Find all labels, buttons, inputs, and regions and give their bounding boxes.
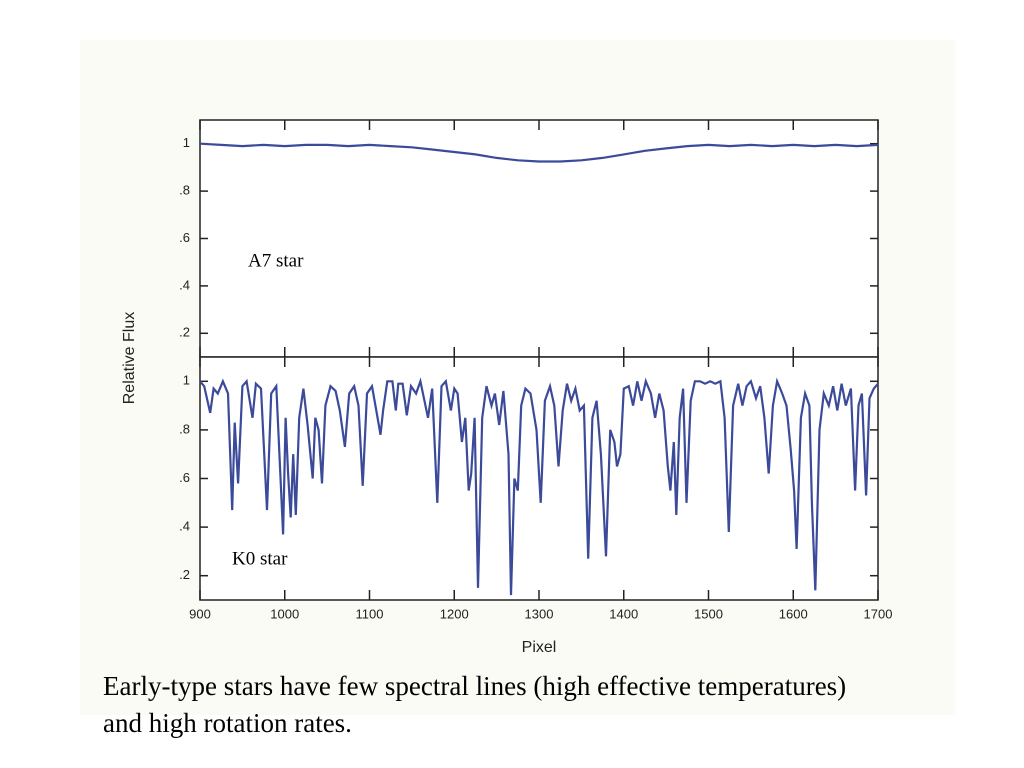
y-tick-label: .8 [179, 421, 190, 436]
plot-frame [199, 119, 879, 358]
caption: Early-type stars have few spectral lines… [103, 671, 847, 738]
y-tick-label: 1 [183, 373, 190, 388]
y-tick-label: 1 [183, 135, 190, 150]
y-tick-label: .2 [179, 325, 190, 340]
x-tick-label: 1200 [440, 606, 469, 621]
y-tick-label: .4 [179, 277, 190, 292]
y-axis-label: Relative Flux [121, 312, 138, 404]
y-tick-label: .2 [179, 567, 190, 582]
x-axis-label: Pixel [522, 639, 557, 656]
y-tick-label: .6 [179, 470, 190, 485]
x-tick-label: 1300 [525, 606, 554, 621]
annotation: A7 star [248, 250, 304, 271]
spectrum-line [199, 142, 879, 163]
x-tick-label: 1000 [270, 606, 299, 621]
x-tick-label: 1100 [356, 606, 384, 621]
x-tick-label: 900 [189, 606, 211, 621]
x-tick-label: 1400 [609, 606, 638, 621]
y-tick-label: .4 [179, 519, 190, 534]
spectrum-line [199, 377, 879, 596]
x-tick-label: 1600 [779, 606, 808, 621]
x-tick-label: 1700 [864, 606, 893, 621]
x-tick-label: 1500 [694, 606, 723, 621]
y-tick-label: .6 [179, 230, 190, 245]
y-tick-label: .8 [179, 183, 190, 198]
annotation: K0 star [232, 548, 288, 569]
